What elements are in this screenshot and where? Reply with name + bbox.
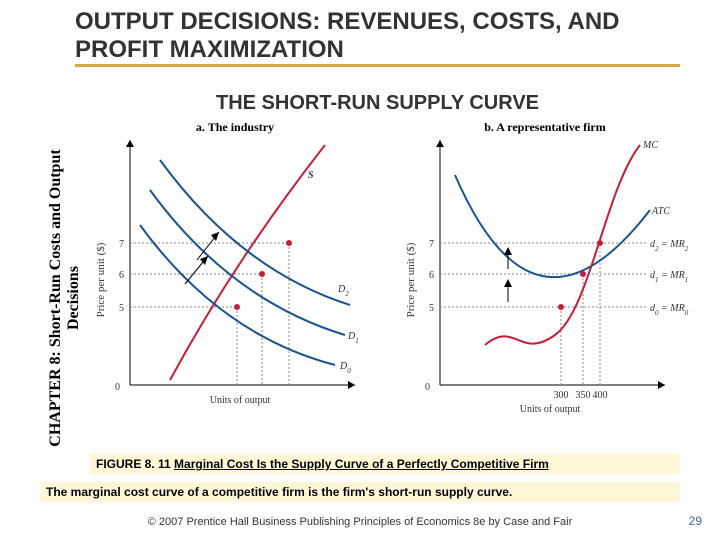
industry-ylabel: Price per unit ($) <box>95 242 107 317</box>
figure-number: FIGURE 8. 11 <box>96 457 174 471</box>
svg-text:300: 300 <box>554 390 569 401</box>
svg-text:0: 0 <box>115 382 120 393</box>
section-title: THE SHORT-RUN SUPPLY CURVE <box>75 92 680 115</box>
svg-text:ATC: ATC <box>651 206 670 217</box>
firm-chart: b. A representative firm 0 5 6 7 300 350… <box>400 120 690 440</box>
ytick-6: 6 <box>119 270 124 281</box>
figure-caption: FIGURE 8. 11 Marginal Cost Is the Supply… <box>90 454 680 474</box>
svg-text:S: S <box>308 170 314 181</box>
industry-chart: a. The industry 0 5 6 7 Price per unit (… <box>90 120 380 440</box>
industry-chart-svg: 0 5 6 7 Price per unit ($) Units of outp… <box>90 120 380 440</box>
svg-text:5: 5 <box>429 303 434 314</box>
demand-d1 <box>150 190 345 335</box>
body-text: The marginal cost curve of a competitive… <box>40 482 680 502</box>
footer-copyright: © 2007 Prentice Hall Business Publishing… <box>0 516 720 528</box>
chapter-sidebar-label: CHAPTER 8: Short-Run Costs and Output De… <box>47 148 83 448</box>
svg-text:0: 0 <box>425 382 430 393</box>
svg-text:MC: MC <box>642 140 658 151</box>
mc-curve <box>485 145 640 345</box>
page-number: 29 <box>689 514 702 528</box>
figure-caption-text: Marginal Cost Is the Supply Curve of a P… <box>174 457 549 471</box>
supply-curve <box>170 145 325 380</box>
charts-area: a. The industry 0 5 6 7 Price per unit (… <box>80 120 700 440</box>
industry-xlabel: Units of output <box>210 395 271 406</box>
industry-chart-title: a. The industry <box>90 120 380 135</box>
demand-d2 <box>160 160 350 305</box>
svg-text:D0: D0 <box>339 361 351 375</box>
svg-text:D1: D1 <box>347 331 359 345</box>
page-title: OUTPUT DECISIONS: REVENUES, COSTS, AND P… <box>75 8 680 67</box>
ytick-7: 7 <box>119 239 124 250</box>
svg-text:7: 7 <box>429 239 434 250</box>
svg-text:D2: D2 <box>337 284 349 298</box>
svg-text:d0 = MR0: d0 = MR0 <box>650 303 689 317</box>
atc-curve <box>455 175 650 277</box>
firm-xlabel: Units of output <box>520 404 581 415</box>
firm-chart-title: b. A representative firm <box>400 120 690 135</box>
svg-text:d2 = MR2: d2 = MR2 <box>650 239 689 253</box>
svg-text:400: 400 <box>593 390 608 401</box>
svg-text:d1 = MR1: d1 = MR1 <box>650 270 688 284</box>
svg-text:6: 6 <box>429 270 434 281</box>
firm-chart-svg: 0 5 6 7 300 350 400 Price per unit ($) U… <box>400 120 690 440</box>
ytick-5: 5 <box>119 303 124 314</box>
firm-ylabel: Price per unit ($) <box>405 242 417 317</box>
svg-text:350: 350 <box>576 390 591 401</box>
